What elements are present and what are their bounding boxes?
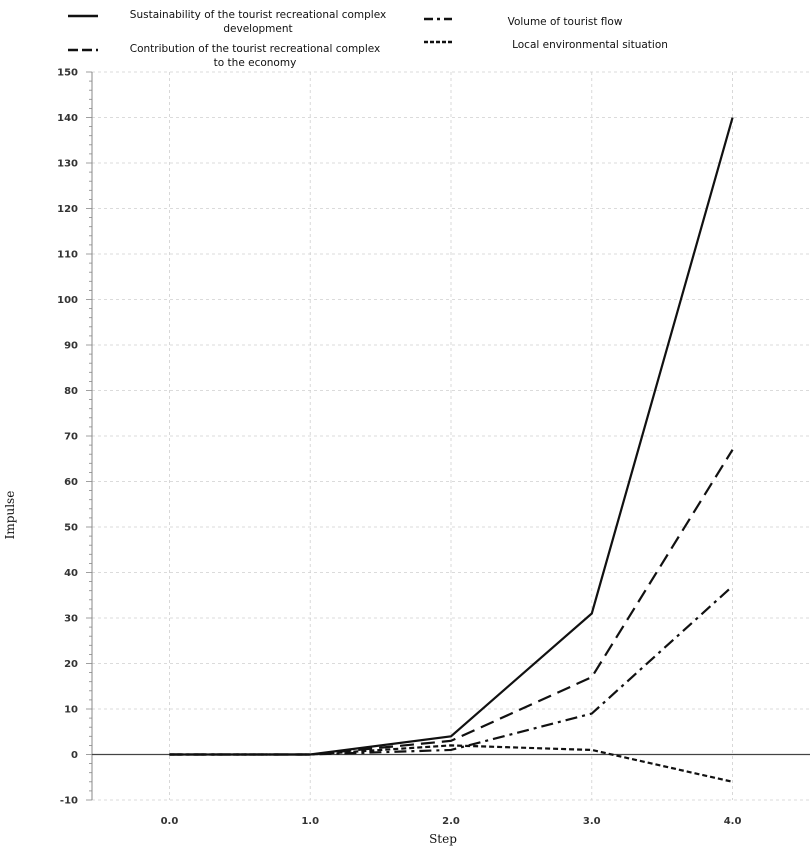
x-tick-label: 4.0 <box>724 816 742 827</box>
y-tick-label: 140 <box>57 113 78 124</box>
series-line-1 <box>169 117 734 756</box>
y-tick-label: 150 <box>57 68 78 79</box>
x-tick-label: 1.0 <box>301 816 319 827</box>
x-axis-label: Step <box>429 832 457 846</box>
series-line-3 <box>169 585 734 756</box>
y-tick-label: 0 <box>71 750 78 761</box>
y-tick-label: 110 <box>57 250 78 261</box>
y-axis-label: Impulse <box>3 491 17 540</box>
y-tick-label: 130 <box>57 159 78 170</box>
series-lines <box>169 117 734 783</box>
y-tick-label: 30 <box>64 614 78 625</box>
legend-label: Sustainability of the tourist recreation… <box>130 9 386 21</box>
y-tick-label: 90 <box>64 341 78 352</box>
x-tick-label: 2.0 <box>442 816 460 827</box>
series-line-4 <box>169 744 733 783</box>
legend-label: development <box>223 23 292 35</box>
tick-labels: -10 0 10 20 30 40 50 60 70 80 90 100 110 120 130 140 150… <box>57 68 741 828</box>
y-tick-label: 40 <box>64 568 78 579</box>
y-tick-label: 70 <box>64 432 78 443</box>
y-tick-label: 50 <box>64 523 78 534</box>
y-tick-label: 100 <box>57 295 78 306</box>
x-tick-label: 3.0 <box>583 816 601 827</box>
legend-label: Contribution of the tourist recreational… <box>130 43 381 55</box>
y-tick-label: 20 <box>64 659 78 670</box>
y-tick-label: 60 <box>64 477 78 488</box>
legend: Sustainability of the tourist recreation… <box>68 9 668 69</box>
grid <box>92 71 810 801</box>
legend-label: to the economy <box>214 57 297 69</box>
legend-label: Local environmental situation <box>512 39 668 51</box>
y-tick-label: 10 <box>64 705 78 716</box>
x-tick-label: 0.0 <box>161 816 179 827</box>
y-tick-label: -10 <box>60 796 78 807</box>
y-tick-label: 120 <box>57 204 78 215</box>
y-tick-label: 80 <box>64 386 78 397</box>
legend-label: Volume of tourist flow <box>508 16 623 28</box>
